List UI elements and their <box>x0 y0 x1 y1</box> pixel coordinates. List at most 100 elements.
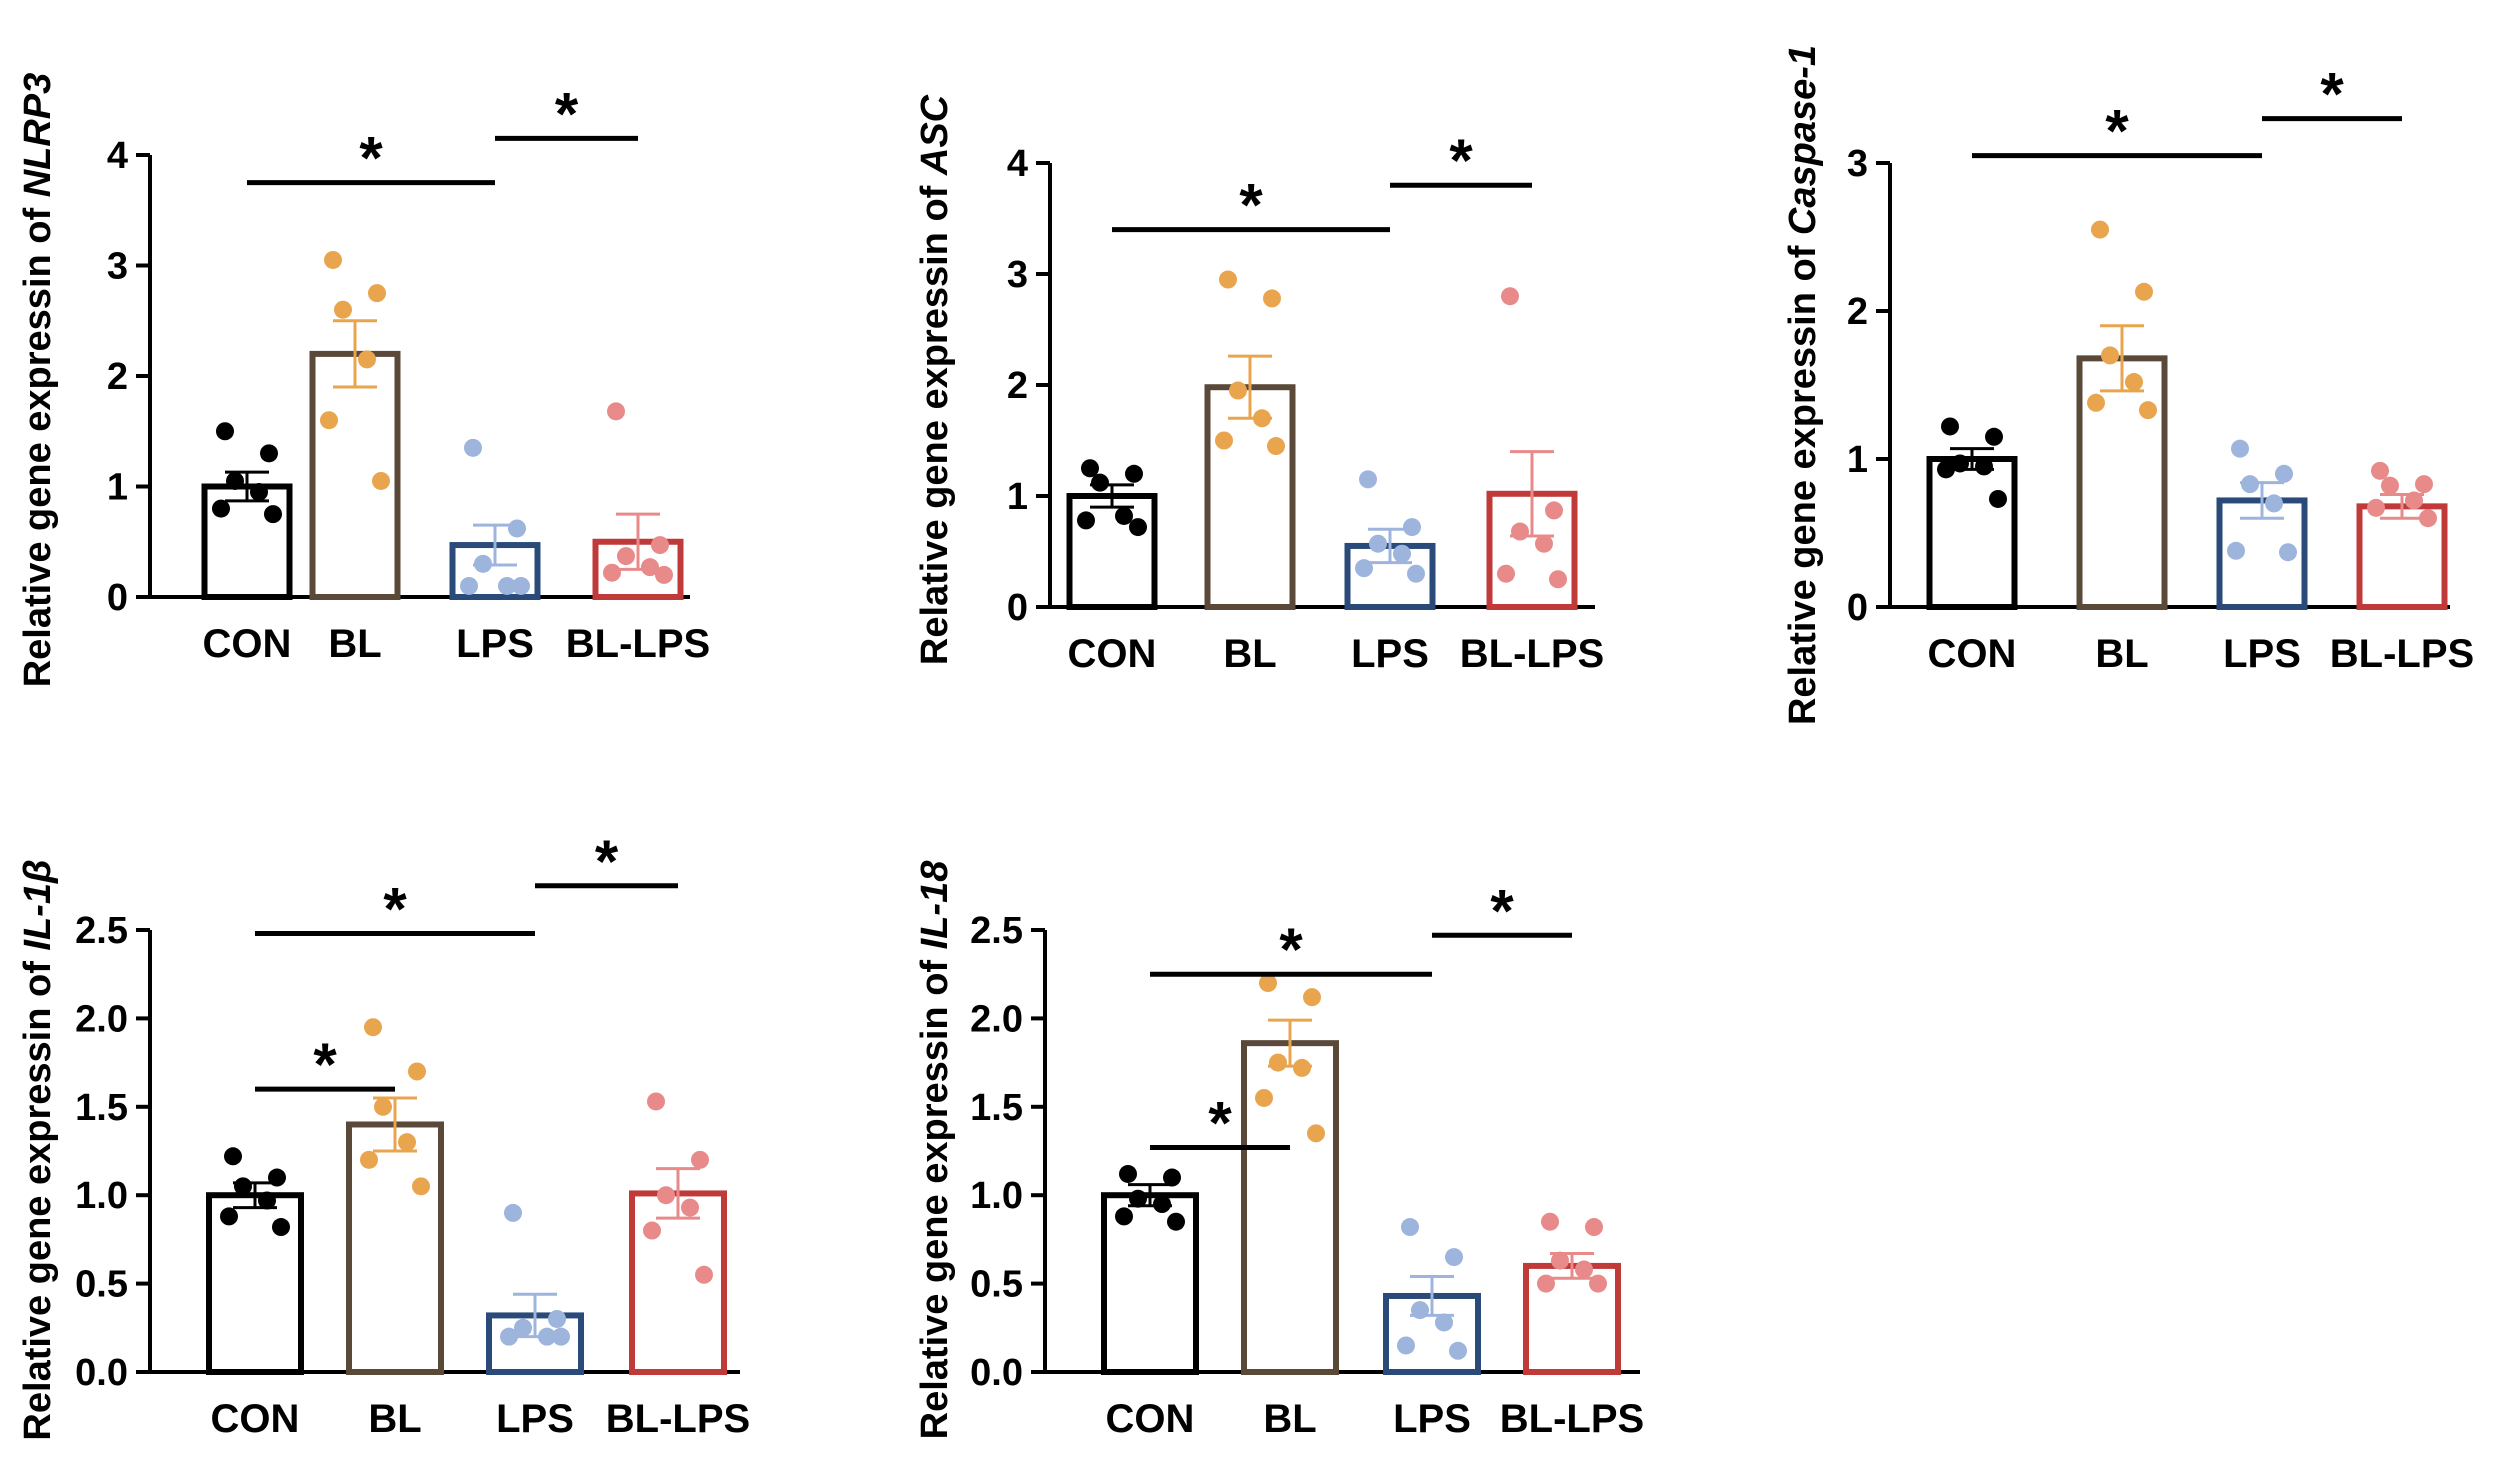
data-point <box>1407 564 1425 583</box>
y-tick-label: 2.5 <box>970 910 1023 952</box>
data-point <box>1369 534 1387 553</box>
data-point <box>508 519 526 538</box>
significance-star: * <box>555 80 579 147</box>
data-point <box>552 1327 570 1346</box>
bar-bl-lps <box>629 1190 727 1375</box>
data-point <box>216 422 234 441</box>
y-tick-label: 0.0 <box>970 1352 1023 1394</box>
y-tick-label: 1 <box>107 467 128 509</box>
data-point <box>212 499 230 518</box>
y-axis-label: Relative gene expressin of Caspase-1 <box>1782 45 1824 725</box>
data-point <box>1125 464 1143 483</box>
x-tick-label: CON <box>1928 632 2017 676</box>
data-point <box>681 1198 699 1217</box>
y-tick-label: 1 <box>1847 439 1868 481</box>
y-tick-label: 0 <box>1007 587 1028 629</box>
data-point <box>464 438 482 457</box>
data-point <box>220 1207 238 1226</box>
y-axis-label-gene: IL-18 <box>914 860 956 950</box>
data-point <box>1355 559 1373 578</box>
data-point <box>1951 454 1969 473</box>
data-point <box>1985 427 2003 446</box>
data-point <box>1359 470 1377 489</box>
data-point <box>2279 543 2297 562</box>
data-point <box>1307 1124 1325 1143</box>
data-point <box>224 1147 242 1166</box>
panel-il1b: 0.0 0.5 1.0 1.5 2.0 2.5 Relative gene expressi… <box>17 828 750 1441</box>
data-point <box>1229 381 1247 400</box>
data-point <box>500 1327 518 1346</box>
data-point <box>460 576 478 595</box>
data-point <box>643 1221 661 1240</box>
significance-star: * <box>1490 877 1514 944</box>
y-tick-label: 2 <box>1847 291 1868 333</box>
y-axis-label-gene: ASC <box>914 94 956 176</box>
data-point <box>657 1186 675 1205</box>
data-point <box>1501 287 1519 306</box>
data-point <box>2275 464 2293 483</box>
significance-star: * <box>313 1031 337 1098</box>
y-tick-label: 2.0 <box>75 998 128 1040</box>
data-point <box>1393 544 1411 563</box>
panel-nlrp3: 0 1 2 3 4 Relative gene expressin of NLRP3 CON… <box>17 73 710 688</box>
y-axis-label: Relative gene expressin of NLRP3 <box>17 73 59 688</box>
data-point <box>2227 541 2245 560</box>
y-axis-label-prefix: Relative gene expressin of <box>1782 235 1824 725</box>
y-tick-label: 1.5 <box>970 1087 1023 1129</box>
x-tick-label: BL-LPS <box>606 1397 750 1441</box>
data-point <box>2367 498 2385 517</box>
x-tick-label: BL-LPS <box>2330 632 2474 676</box>
y-tick-label: 1.5 <box>75 1087 128 1129</box>
data-point <box>1303 988 1321 1007</box>
data-point <box>226 471 244 490</box>
data-point <box>647 1092 665 1111</box>
data-point <box>1535 534 1553 553</box>
y-axis-label-prefix: Relative gene expressin of <box>914 949 956 1439</box>
data-point <box>2135 282 2153 301</box>
data-point <box>2231 439 2249 458</box>
data-point <box>548 1309 566 1328</box>
y-axis-label-prefix: Relative gene expressin of <box>17 951 59 1441</box>
y-axis-label-gene: NLRP3 <box>17 73 59 198</box>
data-point <box>2371 461 2389 480</box>
data-point <box>1975 457 1993 476</box>
data-point <box>1397 1336 1415 1355</box>
y-tick-label: 0.0 <box>75 1352 128 1394</box>
bar-con <box>206 1192 304 1375</box>
data-point <box>2101 346 2119 365</box>
data-point <box>412 1177 430 1196</box>
data-point <box>334 300 352 319</box>
data-point <box>2415 475 2433 494</box>
data-point <box>368 284 386 303</box>
data-point <box>1941 417 1959 436</box>
data-point <box>695 1265 713 1284</box>
data-point <box>1435 1313 1453 1332</box>
x-tick-label: CON <box>1106 1397 1195 1441</box>
data-point <box>1115 1207 1133 1226</box>
x-tick-label: CON <box>211 1397 300 1441</box>
data-point <box>1163 1168 1181 1187</box>
significance-star: * <box>383 876 407 943</box>
data-point <box>1269 1053 1287 1072</box>
data-point <box>1129 1189 1147 1208</box>
data-point <box>512 576 530 595</box>
data-point <box>2419 509 2437 528</box>
data-point <box>1449 1341 1467 1360</box>
data-point <box>474 554 492 573</box>
x-tick-label: LPS <box>456 622 534 666</box>
significance-star: * <box>1449 127 1473 194</box>
x-tick-label: CON <box>203 622 292 666</box>
data-point <box>324 250 342 269</box>
bar-con <box>201 483 293 600</box>
y-axis-label-gene: IL-1β <box>17 859 59 950</box>
data-point <box>1293 1058 1311 1077</box>
data-point <box>1445 1248 1463 1267</box>
y-tick-label: 1.0 <box>75 1175 128 1217</box>
data-point <box>272 1218 290 1237</box>
bar-bl <box>1204 384 1296 610</box>
data-point <box>372 471 390 490</box>
data-point <box>1537 1274 1555 1293</box>
data-point <box>268 1168 286 1187</box>
y-tick-label: 1.0 <box>970 1175 1023 1217</box>
